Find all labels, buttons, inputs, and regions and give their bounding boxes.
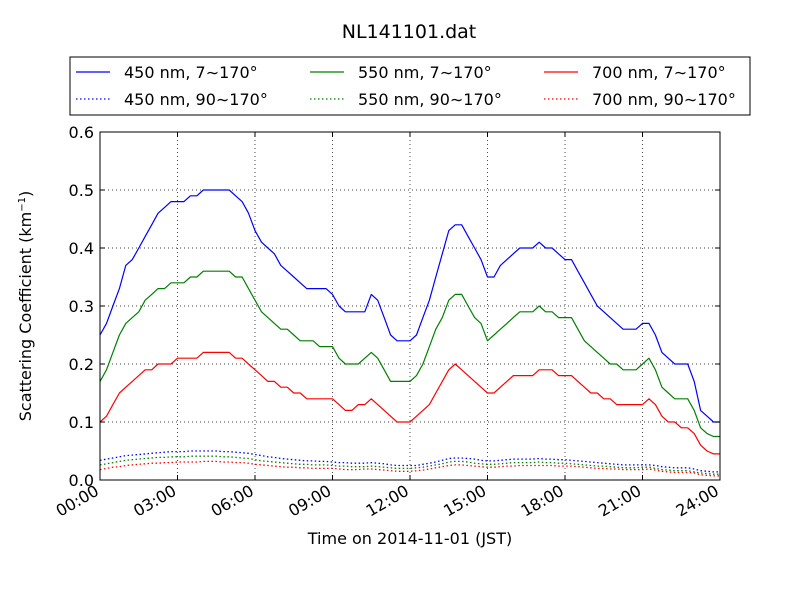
chart-title: NL141101.dat: [342, 21, 477, 43]
legend-label: 450 nm, 90∼170°: [124, 90, 268, 109]
x-tick-label: 03:00: [130, 481, 179, 521]
x-tick-label: 18:00: [518, 481, 567, 521]
y-tick-label: 0.6: [69, 123, 94, 142]
x-tick-label: 24:00: [673, 481, 722, 521]
x-tick-label: 21:00: [595, 481, 644, 521]
x-axis-label: Time on 2014-11-01 (JST): [307, 529, 512, 548]
x-tick-label: 09:00: [285, 481, 334, 521]
series-lines: [99, 189, 720, 477]
y-tick-label: 0.3: [69, 297, 94, 316]
y-tick-label: 0.0: [69, 471, 94, 490]
x-tick-label: 12:00: [363, 481, 412, 521]
x-tick-label: 15:00: [440, 481, 489, 521]
legend-label: 450 nm, 7∼170°: [124, 63, 258, 82]
y-axis-label: Scattering Coefficient (km−1): [16, 191, 35, 422]
y-tick-label: 0.2: [69, 355, 94, 374]
series-line-3: [99, 455, 720, 475]
y-tick-label: 0.5: [69, 181, 94, 200]
series-line-4: [99, 351, 720, 455]
y-tick-label: 0.1: [69, 413, 94, 432]
y-axis-label-unit-exponent: −1: [17, 197, 28, 212]
axis-ticks: 00:00 03:00 06:00 09:00 12:00 15:00 18:00 21:00…: [53, 123, 722, 521]
legend: 450 nm, 7∼170° 450 nm, 90∼170° 550 nm, 7∼1…: [69, 56, 751, 116]
legend-label: 700 nm, 7∼170°: [592, 63, 726, 82]
legend-label: 700 nm, 90∼170°: [592, 90, 736, 109]
grid: [100, 132, 720, 480]
series-line-0: [99, 189, 720, 423]
x-tick-label: 06:00: [208, 481, 257, 521]
legend-label: 550 nm, 7∼170°: [358, 63, 492, 82]
y-axis-label-close: ): [16, 191, 35, 197]
y-tick-label: 0.4: [69, 239, 94, 258]
y-axis-label-main: Scattering Coefficient (km: [16, 212, 35, 422]
legend-label: 550 nm, 90∼170°: [358, 90, 502, 109]
legend-box: [69, 56, 751, 116]
series-line-2: [99, 270, 720, 438]
